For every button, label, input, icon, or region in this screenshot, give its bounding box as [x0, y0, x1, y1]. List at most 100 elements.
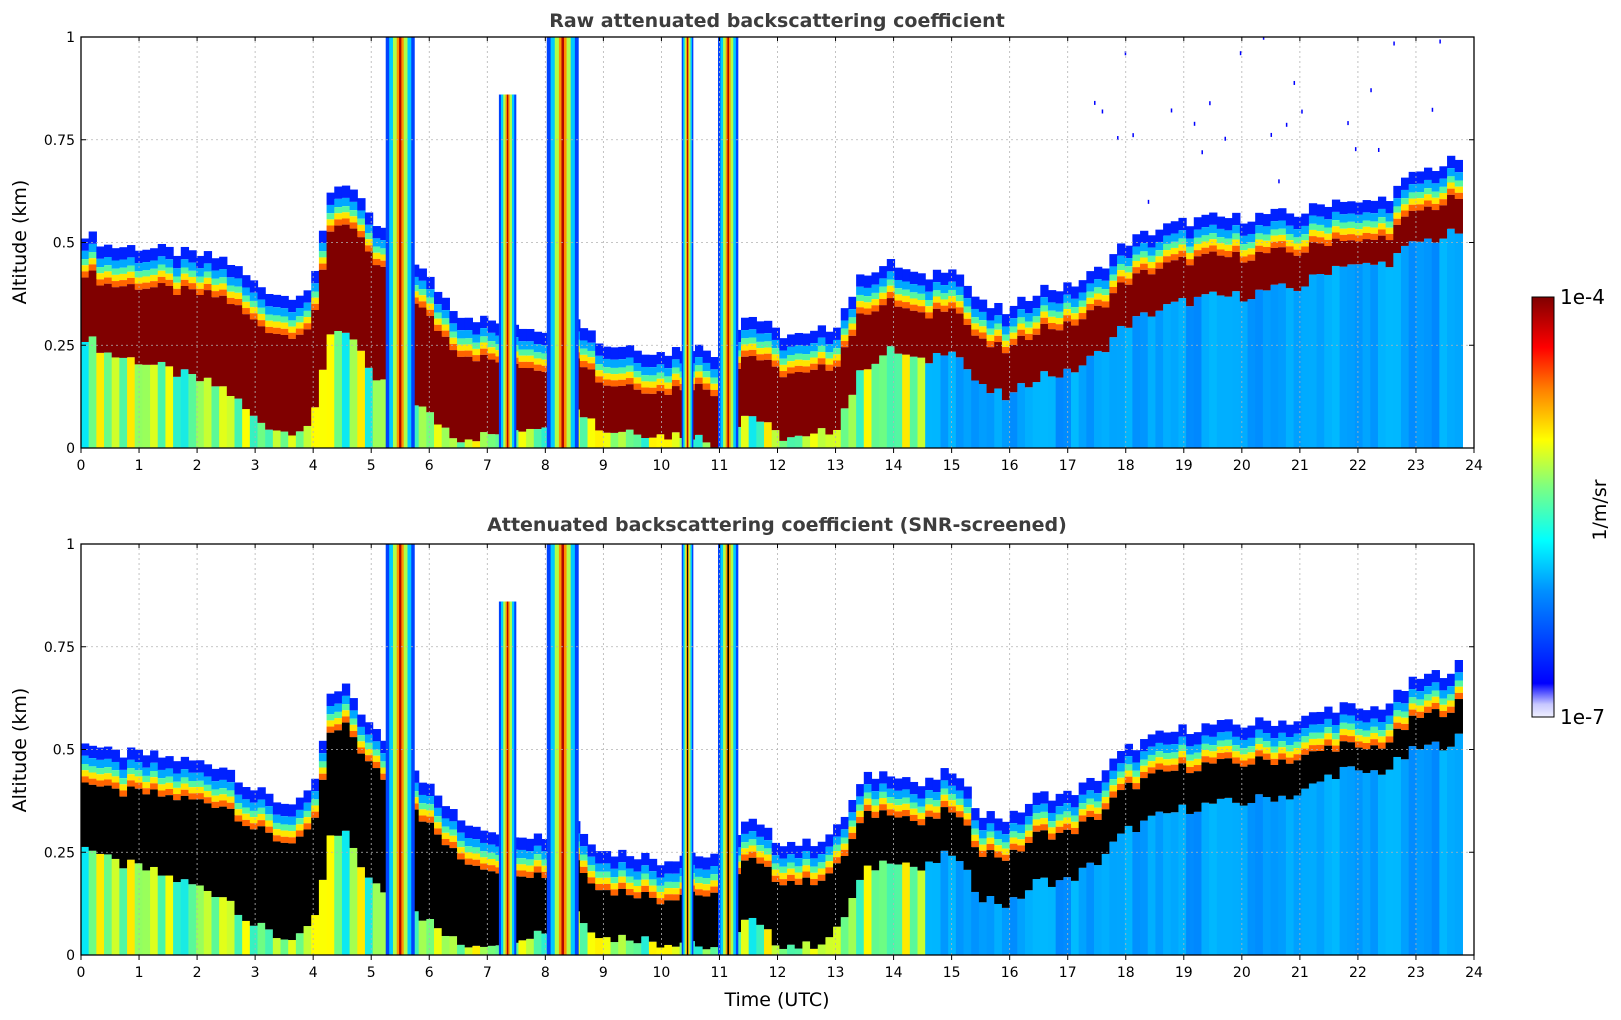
heatmap-cell: [1224, 250, 1233, 258]
heatmap-cell: [1094, 819, 1103, 866]
heatmap-cell: [1070, 325, 1080, 373]
heatmap-cell: [1416, 192, 1425, 199]
heatmap-cell: [863, 296, 873, 303]
heatmap-cell: [648, 858, 658, 872]
heatmap-cell: [994, 388, 1003, 448]
heatmap-cell: [1354, 735, 1364, 742]
heatmap-cell: [288, 837, 297, 844]
heatmap-cell: [917, 806, 926, 813]
heatmap-cell: [848, 323, 857, 330]
heatmap-cell: [963, 369, 972, 448]
panel-screened-x-ticks: 0 1 2 3 4 5 6 7 8 9 10 11 12 13 14 15 16 17 18 19 20 21 22 23 24: [77, 544, 1483, 981]
heatmap-cell: [633, 434, 642, 448]
heatmap-cell: [641, 366, 650, 376]
panel-raw: Raw attenuated backscattering coefficien…: [9, 10, 1483, 474]
heatmap-cell: [81, 764, 90, 771]
heatmap-cell: [526, 877, 535, 939]
heatmap-cell: [196, 760, 205, 773]
heatmap-cell: [533, 845, 543, 855]
heatmap-cell: [1047, 839, 1057, 887]
heatmap-cell: [1155, 241, 1164, 251]
heatmap-cell: [449, 835, 458, 842]
heatmap-cell: [180, 259, 190, 268]
heatmap-cell: [1155, 730, 1164, 743]
heatmap-cell: [1285, 737, 1295, 746]
heatmap-cell: [1216, 237, 1226, 244]
heatmap-cell: [1339, 722, 1348, 729]
heatmap-cell: [810, 878, 819, 886]
heatmap-cell: [771, 881, 780, 946]
heatmap-cell: [917, 812, 926, 820]
heatmap-cell: [932, 818, 942, 863]
heatmap-cell: [280, 316, 289, 323]
heatmap-cell: [633, 943, 642, 955]
heatmap-cell: [1293, 733, 1302, 742]
heatmap-cell: [1293, 760, 1302, 796]
heatmap-cell: [457, 840, 466, 848]
heatmap-cell: [1009, 810, 1018, 824]
heatmap-cell: [1201, 802, 1210, 955]
heatmap-cell: [1101, 790, 1110, 797]
heatmap-cell: [257, 320, 266, 327]
heatmap-cell: [1055, 318, 1064, 325]
heatmap-cell: [917, 825, 926, 871]
heatmap-cell: [671, 873, 681, 882]
heatmap-cell: [334, 225, 343, 331]
heatmap-cell: [579, 854, 589, 861]
heatmap-cell: [1070, 372, 1080, 448]
heatmap-cell: [349, 210, 358, 217]
heatmap-cell: [1239, 223, 1249, 236]
heatmap-cell: [756, 851, 765, 858]
heatmap-cell: [1431, 696, 1440, 703]
heatmap-cell: [1385, 769, 1394, 955]
heatmap-cell: [656, 904, 665, 948]
heatmap-cell: [1124, 770, 1133, 777]
heatmap-cell: [602, 432, 612, 448]
heatmap-cell: [1070, 319, 1080, 326]
heatmap-cell: [1086, 798, 1095, 805]
heatmap-cell: [1347, 227, 1356, 235]
heatmap-cell: [925, 279, 934, 292]
heatmap-cell: [587, 330, 596, 343]
heatmap-cell: [1385, 703, 1394, 716]
heatmap-cell: [602, 385, 612, 433]
heatmap-cell: [1308, 712, 1318, 725]
heatmap-cell: [541, 365, 550, 372]
heatmap-cell: [1408, 715, 1417, 747]
heatmap-cell: [173, 276, 182, 283]
heatmap-cell: [150, 777, 159, 784]
heatmap-cell: [817, 352, 827, 359]
heatmap-cell: [756, 348, 765, 355]
heatmap-cell: [587, 932, 596, 955]
heatmap-cell: [1385, 227, 1394, 234]
heatmap-cell: [833, 863, 842, 927]
heatmap-cell: [963, 813, 972, 820]
heatmap-cell: [602, 877, 612, 884]
heatmap-cell: [595, 884, 604, 891]
heatmap-cell: [710, 396, 719, 448]
heatmap-cell: [1439, 750, 1448, 955]
heatmap-cell: [1170, 758, 1180, 765]
heatmap-cell: [295, 824, 305, 831]
heatmap-cell: [157, 270, 167, 277]
heatmap-cell: [318, 251, 328, 258]
heatmap-cell: [434, 828, 443, 835]
heatmap-cell: [380, 260, 389, 267]
heatmap-cell: [88, 758, 97, 767]
heatmap-cell: [1209, 291, 1218, 448]
heatmap-cell: [1247, 725, 1256, 738]
plume: [506, 94, 509, 448]
heatmap-cell: [142, 288, 151, 365]
heatmap-cell: [303, 823, 312, 830]
heatmap-cell: [364, 877, 374, 955]
heatmap-cell: [787, 354, 796, 362]
heatmap-cell: [142, 870, 151, 955]
heatmap-cell: [602, 883, 612, 891]
heatmap-cell: [265, 333, 274, 430]
heatmap-cell: [1239, 748, 1249, 755]
heatmap-cell: [648, 354, 658, 368]
x-tick-label: 14: [885, 965, 903, 981]
heatmap-cell: [886, 298, 896, 347]
heatmap-cell: [311, 297, 320, 304]
heatmap-cell: [1032, 322, 1041, 329]
